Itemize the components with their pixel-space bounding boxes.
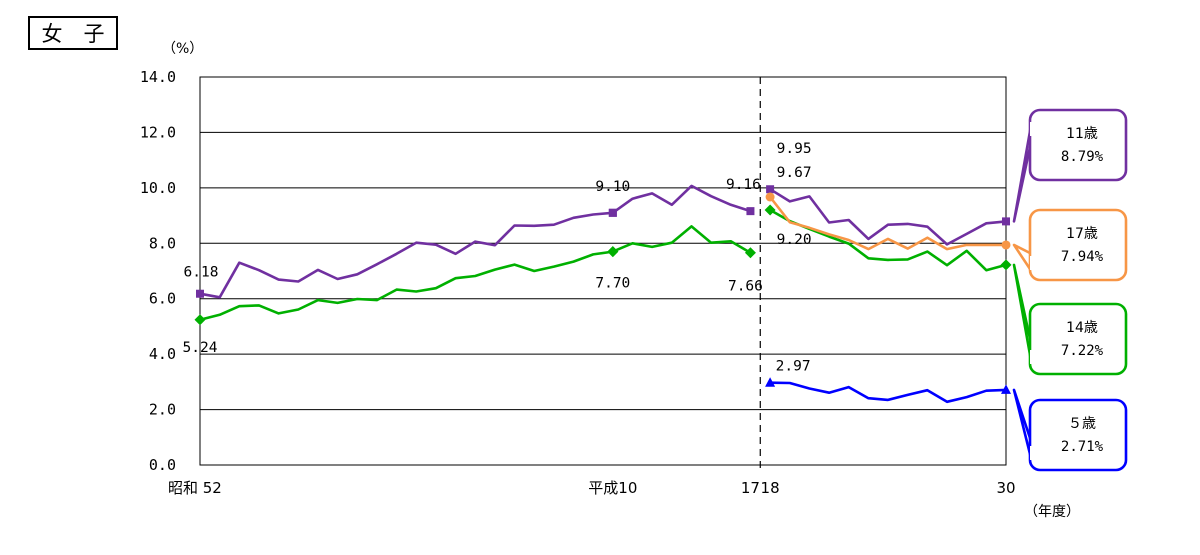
data-label: 9.67 bbox=[777, 165, 812, 181]
data-point-marker bbox=[1001, 240, 1011, 250]
page-title-text: 女 子 bbox=[41, 22, 105, 46]
data-point-marker bbox=[607, 246, 619, 258]
data-point-marker bbox=[194, 314, 206, 326]
callout-series-label: 14歳 bbox=[1066, 320, 1098, 336]
y-tick-label: 6.0 bbox=[149, 290, 176, 308]
y-tick-label: 2.0 bbox=[149, 401, 176, 419]
data-label: 5.24 bbox=[183, 340, 218, 356]
callout-box bbox=[1028, 398, 1128, 472]
callout-box bbox=[1028, 302, 1128, 376]
data-label: 9.10 bbox=[595, 179, 630, 195]
callouts: 11歳 8.79% 17歳 7.94% 14歳 7.22% ５歳 2.71% bbox=[1012, 108, 1128, 472]
data-label: 9.20 bbox=[777, 232, 812, 248]
callout-box bbox=[1028, 208, 1128, 282]
callout-11歳: 11歳 8.79% bbox=[1012, 108, 1128, 223]
callout-series-label: 17歳 bbox=[1066, 226, 1098, 242]
callout-17歳: 17歳 7.94% bbox=[1012, 208, 1128, 282]
y-axis-label: （%） bbox=[162, 41, 203, 57]
x-axis-ticks: 昭和 52 平成10 17 18 30 bbox=[168, 479, 1016, 497]
callout-value: 2.71% bbox=[1061, 439, 1104, 455]
data-label: 9.16 bbox=[726, 177, 761, 193]
series-line bbox=[769, 196, 1006, 251]
data-point-marker bbox=[1001, 384, 1011, 394]
series-lines bbox=[194, 184, 1012, 404]
data-label: 6.18 bbox=[184, 265, 219, 281]
x-axis-label: （年度） bbox=[1024, 504, 1080, 520]
data-label: 9.95 bbox=[777, 141, 812, 157]
y-tick-label: 12.0 bbox=[140, 123, 176, 141]
series-11歳 bbox=[196, 184, 1010, 299]
y-tick-label: 14.0 bbox=[140, 68, 176, 86]
x-tick-label: 18 bbox=[761, 479, 780, 497]
data-point-marker bbox=[1002, 217, 1010, 226]
x-tick-label: 30 bbox=[996, 479, 1015, 497]
data-point-marker bbox=[765, 192, 775, 202]
series-line bbox=[770, 381, 1007, 404]
series-line bbox=[612, 225, 752, 254]
x-tick-label: 昭和 52 bbox=[168, 479, 222, 497]
callout-box bbox=[1028, 108, 1128, 182]
series-line bbox=[199, 211, 613, 299]
callout-５歳: ５歳 2.71% bbox=[1012, 388, 1128, 472]
series-line bbox=[769, 188, 1007, 246]
series-５歳 bbox=[765, 377, 1011, 404]
plot-area bbox=[199, 76, 1007, 466]
callout-series-label: 11歳 bbox=[1066, 126, 1098, 142]
data-label: 2.97 bbox=[776, 359, 811, 375]
data-point-marker bbox=[766, 185, 775, 194]
data-label: 7.66 bbox=[728, 279, 763, 295]
series-14歳 bbox=[194, 204, 1012, 326]
y-tick-label: 8.0 bbox=[149, 234, 176, 252]
data-labels: 6.18 5.24 9.10 7.70 9.16 7.66 9.95 9.67 9.20 2.97 bbox=[183, 141, 812, 374]
y-axis-ticks: 0.0 2.0 4.0 6.0 8.0 10.0 12.0 14.0 bbox=[140, 68, 176, 474]
data-point-marker bbox=[608, 208, 617, 217]
callout-series-label: ５歳 bbox=[1068, 416, 1096, 432]
series-line bbox=[612, 184, 751, 214]
x-tick-label: 17 bbox=[741, 479, 760, 497]
series-line bbox=[199, 250, 613, 322]
page-title: 女 子 bbox=[28, 16, 118, 50]
data-point-marker bbox=[764, 204, 776, 216]
data-label: 7.70 bbox=[595, 276, 630, 292]
data-point-marker bbox=[196, 289, 204, 298]
data-point-marker bbox=[746, 207, 755, 216]
y-tick-label: 4.0 bbox=[149, 345, 176, 363]
y-tick-label: 0.0 bbox=[149, 456, 176, 474]
data-point-marker bbox=[744, 247, 756, 259]
callout-value: 7.94% bbox=[1061, 249, 1104, 265]
data-point-marker bbox=[1000, 259, 1012, 271]
series-17歳 bbox=[765, 192, 1011, 251]
callout-value: 7.22% bbox=[1061, 343, 1104, 359]
grid-lines bbox=[200, 131, 1006, 411]
callout-value: 8.79% bbox=[1061, 149, 1104, 165]
callout-14歳: 14歳 7.22% bbox=[1012, 263, 1128, 376]
y-tick-label: 10.0 bbox=[140, 179, 176, 197]
data-point-marker bbox=[765, 377, 776, 387]
x-tick-label: 平成10 bbox=[588, 479, 637, 497]
